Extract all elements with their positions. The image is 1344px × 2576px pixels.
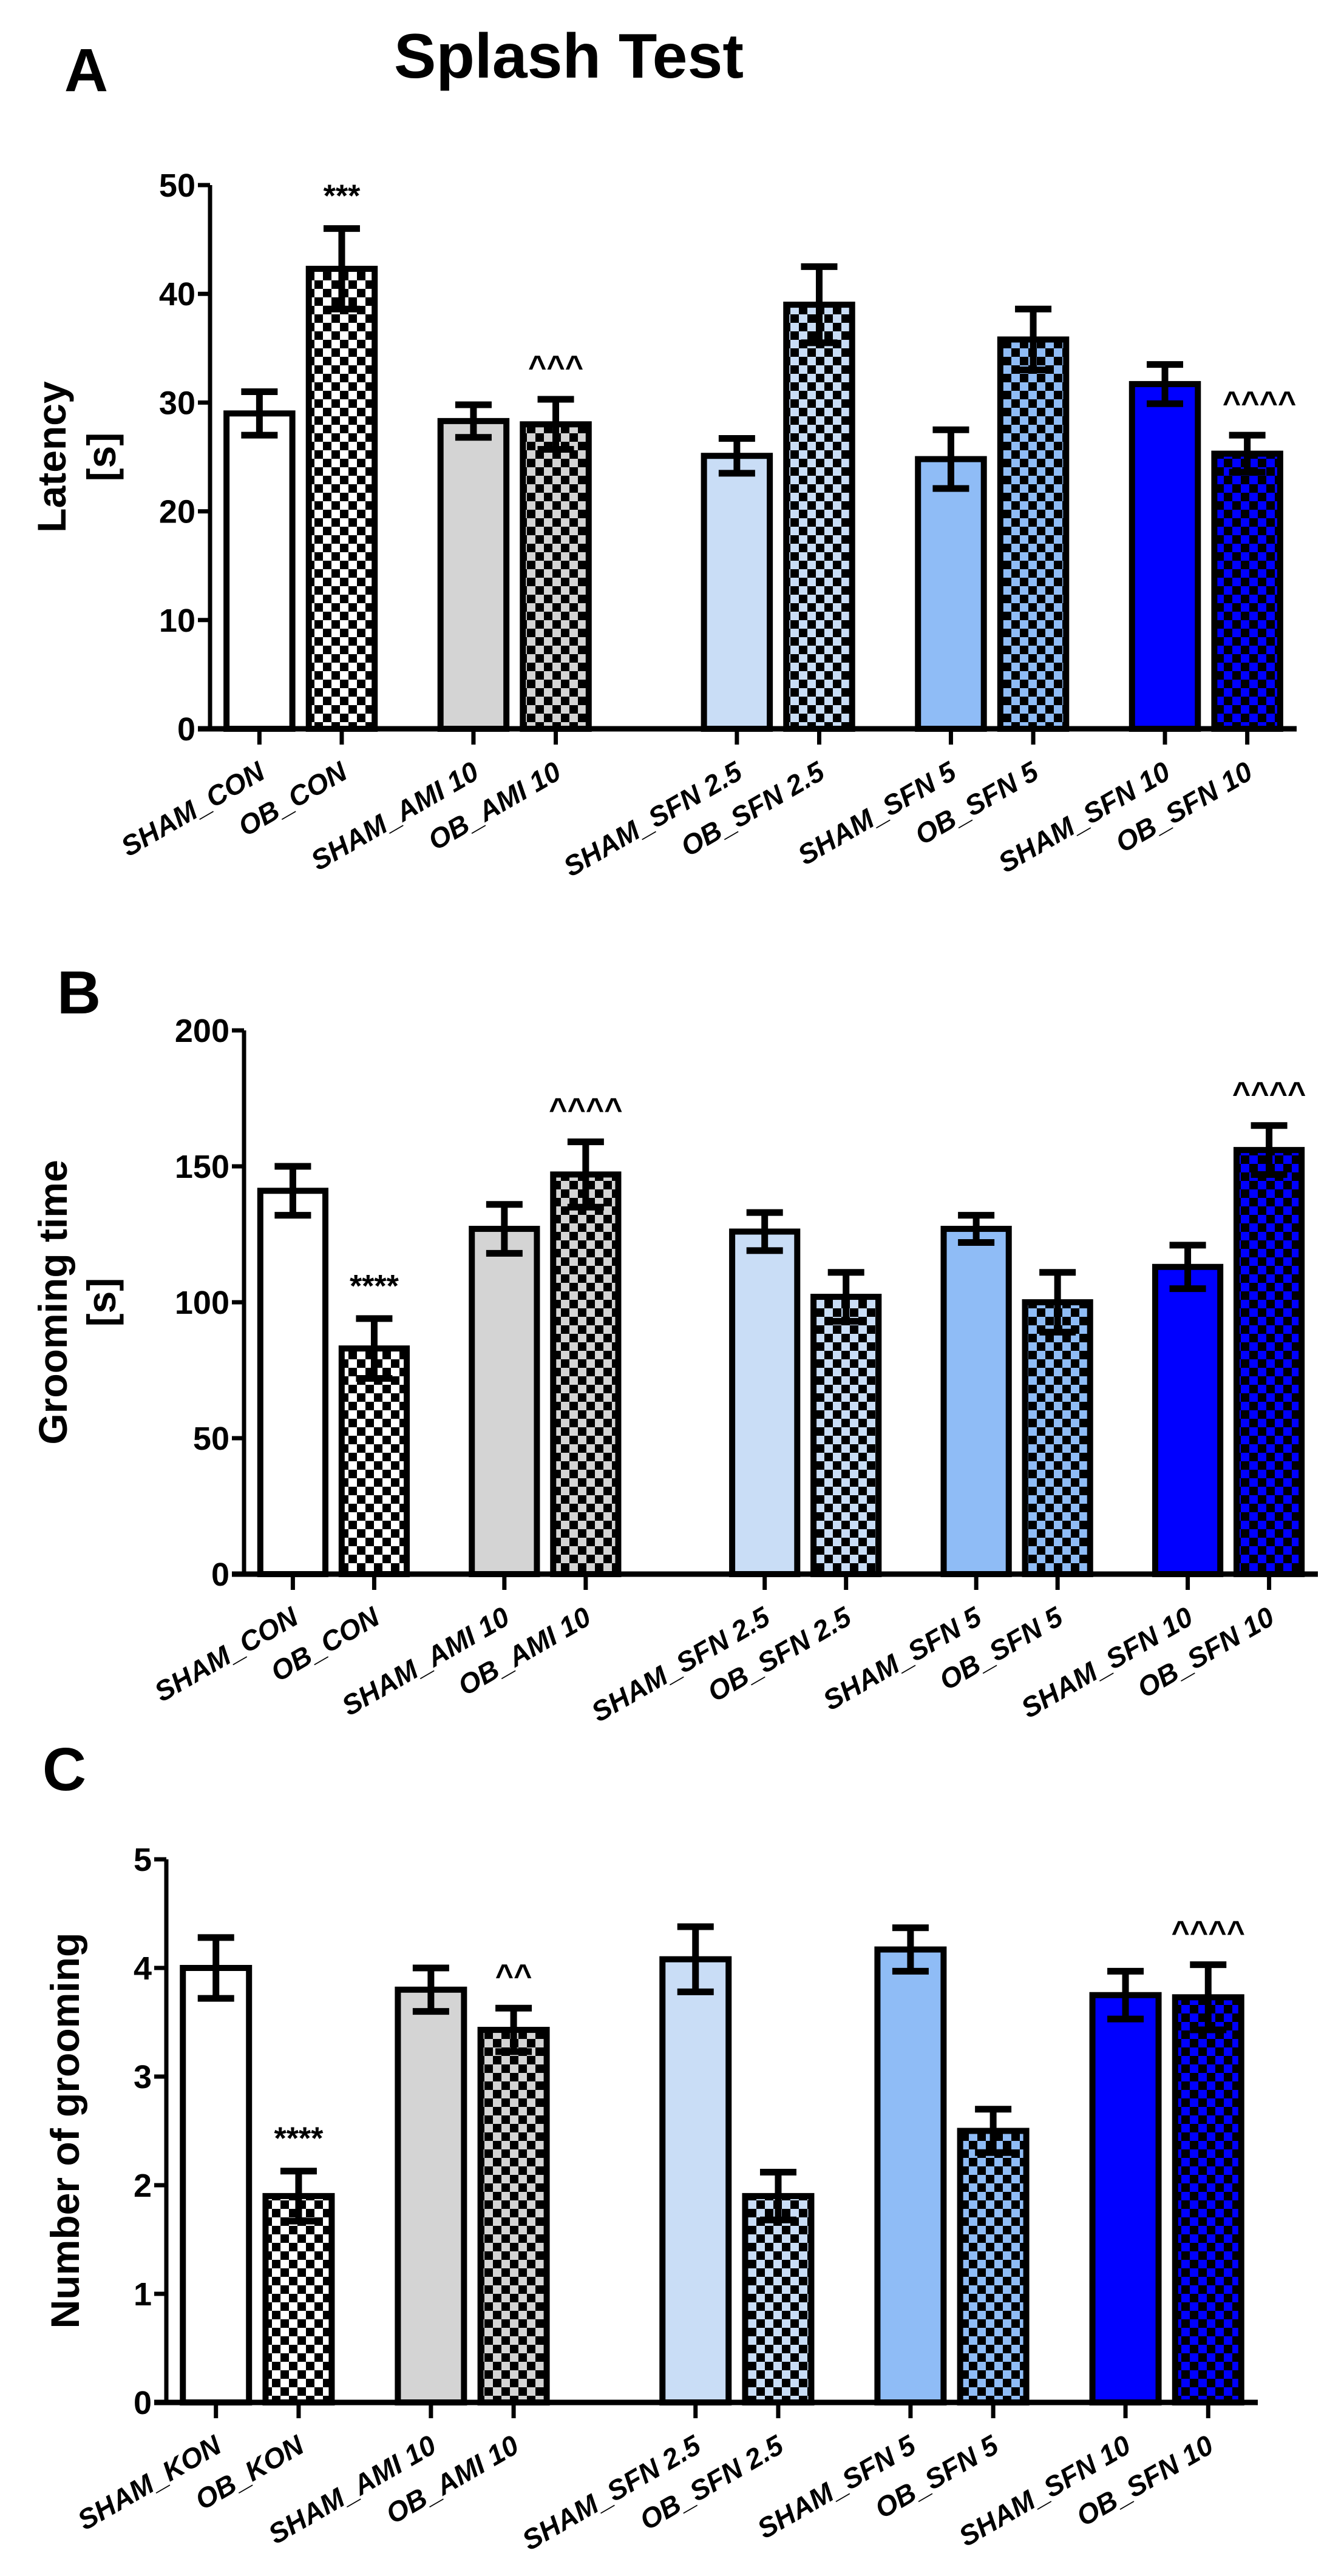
y-tick-label: 150 bbox=[175, 1149, 229, 1185]
bar-sham-sfn-2-5 bbox=[729, 1228, 801, 1577]
y-tick-label: 2 bbox=[134, 2168, 152, 2204]
bar-sham-sfn-5 bbox=[915, 456, 987, 732]
error-bar bbox=[1107, 1967, 1144, 2023]
error-bar bbox=[1039, 1269, 1076, 1336]
error-bar bbox=[892, 1924, 929, 1975]
bar-ob-sfn-5 bbox=[957, 2128, 1030, 2405]
significance-annotation: **** bbox=[274, 2121, 324, 2157]
error-bar bbox=[567, 1138, 604, 1211]
significance-annotation: ^^^^ bbox=[1223, 385, 1296, 421]
y-tick-label: 0 bbox=[134, 2385, 152, 2421]
error-bar bbox=[759, 2169, 796, 2223]
bar-ob-ami-10 bbox=[520, 421, 592, 732]
error-bar bbox=[958, 1212, 995, 1246]
bar-ob-sfn-10 bbox=[1211, 450, 1283, 732]
bar-sham-sfn-5 bbox=[940, 1226, 1012, 1578]
bar-sham-sfn-2-5 bbox=[701, 453, 773, 732]
y-tick-label: 30 bbox=[159, 385, 195, 421]
y-axis-label: [s] bbox=[79, 433, 124, 482]
error-bar bbox=[1229, 431, 1266, 476]
error-bar bbox=[274, 1163, 311, 1219]
significance-annotation: **** bbox=[350, 1269, 399, 1304]
error-bar bbox=[827, 1269, 864, 1325]
panel-letter: B bbox=[57, 959, 101, 1027]
error-bar bbox=[746, 1209, 783, 1254]
y-axis-label: Number of grooming bbox=[42, 1933, 87, 2329]
panel-letter: C bbox=[42, 1736, 86, 1804]
error-bar bbox=[975, 2106, 1012, 2156]
bar-ob-sfn-10 bbox=[1172, 1994, 1244, 2406]
bar-sham-con bbox=[257, 1188, 329, 1577]
error-bar bbox=[1169, 1242, 1206, 1293]
error-bar bbox=[323, 225, 360, 313]
y-axis-label: [s] bbox=[79, 1278, 124, 1327]
error-bar bbox=[495, 2004, 532, 2055]
y-tick-label: 10 bbox=[159, 603, 195, 639]
error-bar bbox=[280, 2168, 317, 2225]
bar-sham-sfn-10 bbox=[1089, 1992, 1162, 2405]
error-bar bbox=[1190, 1961, 1227, 2033]
y-tick-label: 1 bbox=[134, 2276, 152, 2313]
panel-letter: A bbox=[64, 36, 108, 104]
error-bar bbox=[718, 435, 755, 477]
y-axis-label: Latency bbox=[29, 381, 74, 533]
error-bar bbox=[197, 1934, 234, 2002]
error-bar bbox=[537, 396, 574, 453]
significance-annotation: ^^^ bbox=[528, 350, 583, 385]
y-tick-label: 0 bbox=[211, 1557, 229, 1593]
bar-ob-sfn-5 bbox=[997, 336, 1070, 732]
bar-sham-kon bbox=[180, 1965, 253, 2405]
error-bar bbox=[801, 263, 838, 347]
significance-annotation: ^^^^ bbox=[549, 1092, 622, 1127]
bar-sham-sfn-10 bbox=[1128, 380, 1201, 732]
error-bar bbox=[677, 1923, 714, 1995]
bar-ob-con bbox=[305, 265, 378, 732]
bar-sham-ami-10 bbox=[469, 1226, 540, 1578]
y-tick-label: 100 bbox=[175, 1285, 229, 1321]
bar-sham-sfn-10 bbox=[1152, 1263, 1224, 1577]
error-bar bbox=[932, 426, 969, 492]
error-bar bbox=[1251, 1122, 1288, 1178]
y-tick-label: 50 bbox=[193, 1421, 229, 1457]
error-bar bbox=[455, 401, 492, 441]
bar-ob-sfn-2-5 bbox=[742, 2192, 815, 2405]
bar-ob-con bbox=[338, 1345, 410, 1577]
error-bar bbox=[1147, 361, 1184, 407]
error-bar bbox=[412, 1964, 449, 2015]
bar-ob-ami-10 bbox=[550, 1171, 622, 1577]
y-tick-label: 40 bbox=[159, 276, 195, 313]
significance-annotation: ^^ bbox=[495, 1958, 532, 1993]
bar-ob-sfn-2-5 bbox=[810, 1294, 882, 1578]
y-tick-label: 3 bbox=[134, 2059, 152, 2095]
error-bar bbox=[486, 1201, 523, 1257]
y-tick-label: 5 bbox=[134, 1842, 152, 1878]
bar-ob-sfn-5 bbox=[1022, 1299, 1093, 1577]
bar-ob-sfn-2-5 bbox=[783, 302, 855, 732]
y-tick-label: 200 bbox=[175, 1013, 229, 1049]
y-axis-label: Grooming time bbox=[30, 1160, 75, 1444]
error-bar bbox=[356, 1315, 393, 1382]
bar-ob-kon bbox=[262, 2192, 335, 2405]
significance-annotation: *** bbox=[324, 179, 361, 214]
error-bar bbox=[1015, 305, 1052, 374]
bar-ob-sfn-10 bbox=[1233, 1147, 1305, 1577]
y-tick-label: 4 bbox=[134, 1950, 152, 1987]
bar-sham-con bbox=[223, 410, 296, 732]
bar-sham-sfn-2-5 bbox=[659, 1956, 732, 2405]
y-tick-label: 50 bbox=[159, 167, 195, 204]
bar-ob-ami-10 bbox=[477, 2027, 550, 2405]
bar-sham-ami-10 bbox=[437, 418, 510, 732]
bar-sham-ami-10 bbox=[395, 1986, 467, 2406]
y-tick-label: 0 bbox=[177, 711, 195, 748]
error-bar bbox=[241, 388, 278, 439]
figure-title: Splash Test bbox=[394, 21, 744, 92]
bar-sham-sfn-5 bbox=[874, 1946, 947, 2406]
significance-annotation: ^^^^ bbox=[1172, 1915, 1245, 1950]
significance-annotation: ^^^^ bbox=[1232, 1076, 1306, 1111]
y-tick-label: 20 bbox=[159, 494, 195, 530]
